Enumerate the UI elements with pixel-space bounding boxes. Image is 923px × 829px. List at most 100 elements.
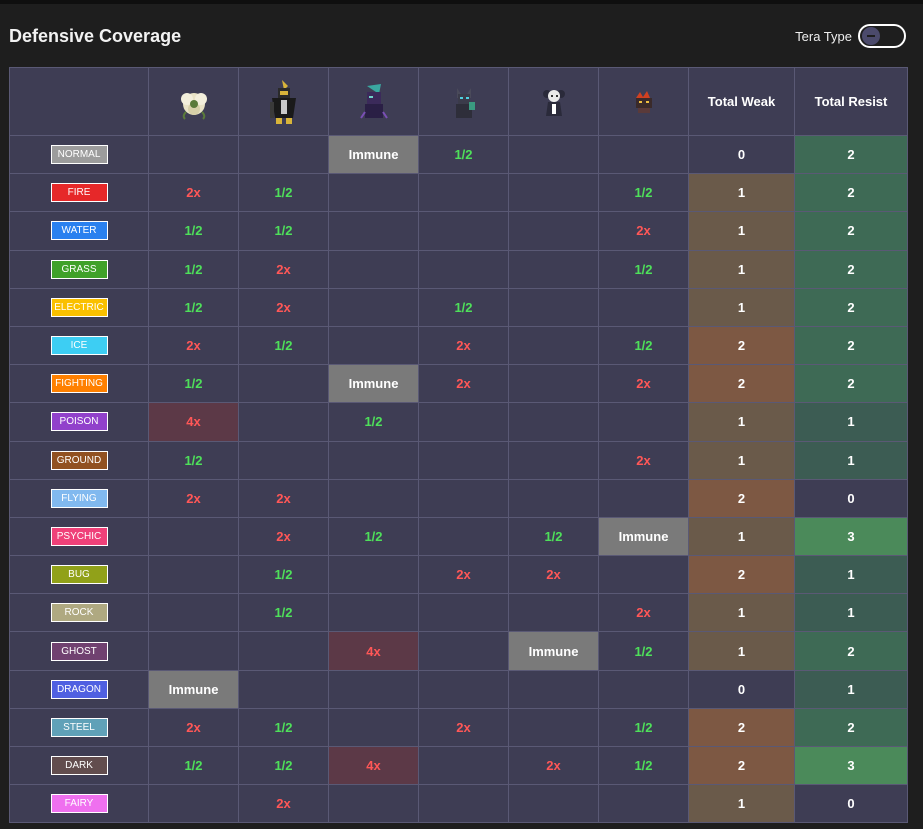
- effectiveness-cell: 4x: [148, 402, 239, 442]
- total-weak-cell: 2: [688, 707, 795, 748]
- effectiveness-cell: 1/2: [238, 745, 329, 786]
- effectiveness-cell: [148, 593, 239, 633]
- effectiveness-cell: 2x: [508, 555, 599, 595]
- total-weak-cell: 2: [688, 478, 795, 518]
- effectiveness-cell: 1/2: [418, 287, 509, 327]
- total-resist-cell: 1: [794, 402, 908, 442]
- total-resist-header: Total Resist: [794, 67, 908, 136]
- total-resist-cell: 0: [794, 478, 908, 518]
- effectiveness-cell: 2x: [418, 555, 509, 595]
- type-cell: GHOST: [9, 631, 149, 671]
- effectiveness-cell: 1/2: [328, 402, 419, 442]
- total-weak-cell: 0: [688, 134, 795, 175]
- total-resist-cell: 1: [794, 440, 908, 480]
- effectiveness-cell: [418, 516, 509, 557]
- total-resist-cell: 3: [794, 516, 908, 557]
- total-resist-cell: 1: [794, 555, 908, 595]
- effectiveness-cell: [328, 555, 419, 595]
- type-badge: PSYCHIC: [50, 526, 108, 546]
- effectiveness-cell: [418, 669, 509, 709]
- effectiveness-cell: 2x: [418, 325, 509, 366]
- effectiveness-cell: 2x: [238, 784, 329, 824]
- type-row: FAIRY 2x 1 0: [9, 784, 908, 824]
- effectiveness-cell: 4x: [328, 631, 419, 671]
- effectiveness-cell: [508, 440, 599, 480]
- effectiveness-cell: [598, 478, 689, 518]
- effectiveness-cell: 1/2: [238, 173, 329, 213]
- effectiveness-cell: [418, 211, 509, 251]
- effectiveness-cell: 1/2: [238, 325, 329, 366]
- type-badge: FIGHTING: [50, 374, 108, 394]
- total-weak-cell: 1: [688, 516, 795, 557]
- type-row: FLYING 2x 2x 2 0: [9, 478, 908, 518]
- type-badge: ROCK: [50, 603, 108, 623]
- type-cell: PSYCHIC: [9, 516, 149, 557]
- kingambit-sprite-icon: [269, 79, 296, 124]
- total-resist-cell: 2: [794, 325, 908, 366]
- type-row: ICE 2x 1/2 2x 1/2 2 2: [9, 325, 908, 366]
- effectiveness-cell: [238, 402, 329, 442]
- type-cell: BUG: [9, 555, 149, 595]
- type-row: GROUND 1/2 2x 1 1: [9, 440, 908, 480]
- effectiveness-cell: Immune: [598, 516, 689, 557]
- effectiveness-cell: 1/2: [508, 516, 599, 557]
- total-resist-cell: 2: [794, 707, 908, 748]
- type-badge: WATER: [50, 221, 108, 241]
- type-badge: FLYING: [50, 488, 108, 508]
- effectiveness-cell: 1/2: [598, 325, 689, 366]
- effectiveness-cell: [328, 173, 419, 213]
- effectiveness-cell: [508, 402, 599, 442]
- effectiveness-cell: 1/2: [598, 173, 689, 213]
- pokemon-slot-2[interactable]: [238, 67, 329, 136]
- pokemon-slot-1[interactable]: [148, 67, 239, 136]
- effectiveness-cell: [418, 478, 509, 518]
- type-row: PSYCHIC 2x 1/2 1/2 Immune 1 3: [9, 516, 908, 557]
- type-badge: ICE: [50, 336, 108, 356]
- effectiveness-cell: [238, 364, 329, 404]
- total-weak-cell: 1: [688, 173, 795, 213]
- effectiveness-cell: [598, 134, 689, 175]
- ghost-dark-mon-sprite-icon: [359, 83, 388, 119]
- type-cell: ROCK: [9, 593, 149, 633]
- effectiveness-cell: [508, 707, 599, 748]
- total-weak-cell: 1: [688, 249, 795, 289]
- effectiveness-cell: [598, 555, 689, 595]
- type-row: ROCK 1/2 2x 1 1: [9, 593, 908, 633]
- type-cell: DRAGON: [9, 669, 149, 709]
- type-cell: STEEL: [9, 707, 149, 748]
- total-resist-cell: 1: [794, 669, 908, 709]
- pokemon-slot-5[interactable]: [508, 67, 599, 136]
- effectiveness-cell: 2x: [598, 364, 689, 404]
- effectiveness-cell: [418, 173, 509, 213]
- pokemon-slot-6[interactable]: [598, 67, 689, 136]
- zoroark-sprite-icon: [455, 87, 475, 118]
- pokemon-slot-3[interactable]: [328, 67, 419, 136]
- effectiveness-cell: [328, 707, 419, 748]
- type-badge: GHOST: [50, 641, 108, 661]
- effectiveness-cell: [598, 287, 689, 327]
- effectiveness-cell: [508, 211, 599, 251]
- type-cell: FAIRY: [9, 784, 149, 824]
- total-weak-cell: 1: [688, 784, 795, 824]
- effectiveness-cell: [418, 249, 509, 289]
- page-title: Defensive Coverage: [9, 26, 182, 46]
- type-cell: NORMAL: [9, 134, 149, 175]
- effectiveness-cell: [148, 784, 239, 824]
- type-badge: DARK: [50, 756, 108, 776]
- effectiveness-cell: [508, 287, 599, 327]
- pokemon-slot-4[interactable]: [418, 67, 509, 136]
- effectiveness-cell: 2x: [238, 516, 329, 557]
- header-row: Total Weak Total Resist: [9, 67, 908, 136]
- type-badge: BUG: [50, 565, 108, 585]
- effectiveness-cell: [328, 249, 419, 289]
- effectiveness-cell: 1/2: [598, 249, 689, 289]
- effectiveness-cell: [148, 516, 239, 557]
- effectiveness-cell: [598, 669, 689, 709]
- total-weak-cell: 2: [688, 745, 795, 786]
- total-resist-cell: 2: [794, 631, 908, 671]
- tera-type-toggle[interactable]: [858, 24, 906, 48]
- type-row: ELECTRIC 1/2 2x 1/2 1 2: [9, 287, 908, 327]
- effectiveness-cell: Immune: [328, 134, 419, 175]
- effectiveness-cell: [508, 325, 599, 366]
- type-cell: GRASS: [9, 249, 149, 289]
